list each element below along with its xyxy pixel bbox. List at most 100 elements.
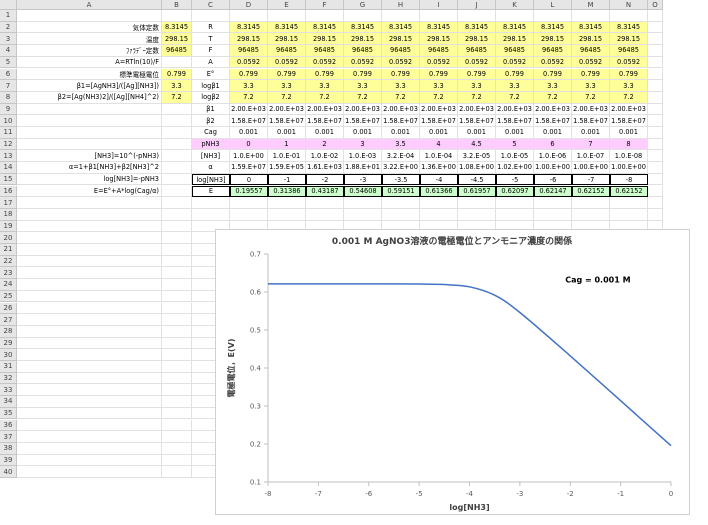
value-cell[interactable]: 7.2 [572, 91, 610, 104]
grid-cell[interactable] [162, 173, 192, 186]
grid-cell[interactable] [17, 244, 162, 256]
grid-cell[interactable] [162, 384, 192, 397]
row-header-10[interactable]: 10 [0, 115, 17, 127]
grid-cell[interactable] [17, 442, 162, 455]
value-cell[interactable]: 96485 [230, 45, 268, 57]
value-cell[interactable]: 3.2.E-05 [458, 150, 496, 163]
grid-cell[interactable] [648, 33, 663, 46]
value-cell[interactable]: 0.0592 [230, 56, 268, 69]
symbol-cell[interactable]: R [192, 21, 230, 34]
value-cell[interactable]: -8 [610, 173, 648, 186]
value-cell[interactable]: 2.00.E+03 [382, 103, 420, 116]
grid-cell[interactable] [496, 10, 534, 22]
value-cell[interactable]: 8.3145 [458, 21, 496, 34]
grid-cell[interactable] [648, 91, 663, 104]
value-cell[interactable]: 3.3 [572, 80, 610, 92]
grid-cell[interactable] [17, 290, 162, 303]
value-cell[interactable]: 3.3 [344, 80, 382, 92]
row-header-4[interactable]: 4 [0, 45, 17, 57]
value-cell[interactable]: 1.88.E+01 [344, 162, 382, 174]
column-header-a[interactable]: A [17, 0, 162, 10]
grid-cell[interactable] [458, 197, 496, 209]
value-cell[interactable]: 2.00.E+03 [344, 103, 382, 116]
grid-cell[interactable] [17, 302, 162, 315]
value-cell[interactable]: 2.00.E+03 [420, 103, 458, 116]
value-cell[interactable]: 96485 [306, 45, 344, 57]
value-cell[interactable]: 0.799 [268, 68, 306, 81]
grid-cell[interactable] [162, 244, 192, 256]
grid-cell[interactable] [420, 208, 458, 221]
value-cell[interactable]: 1.00.E+00 [610, 162, 648, 174]
grid-cell[interactable] [496, 208, 534, 221]
grid-cell[interactable] [17, 361, 162, 373]
grid-cell[interactable] [610, 10, 648, 22]
value-cell[interactable]: 3 [344, 138, 382, 151]
grid-cell[interactable] [162, 314, 192, 326]
value-cell[interactable]: 3.2.E-04 [382, 150, 420, 163]
grid-cell[interactable] [230, 197, 268, 209]
row-header-12[interactable]: 12 [0, 138, 17, 151]
grid-cell[interactable] [192, 220, 230, 233]
row-header-36[interactable]: 36 [0, 419, 17, 432]
value-cell[interactable]: 8.3145 [534, 21, 572, 34]
value-cell[interactable]: 0.799 [306, 68, 344, 81]
value-cell[interactable]: 1.0.E-05 [496, 150, 534, 163]
value-cell[interactable]: 0.0592 [572, 56, 610, 69]
value-cell[interactable]: 5 [496, 138, 534, 151]
grid-cell[interactable] [17, 232, 162, 244]
value-cell[interactable]: -4.5 [458, 173, 496, 186]
value-cell[interactable]: 0.0592 [382, 56, 420, 69]
value-cell[interactable]: 7.2 [230, 91, 268, 104]
grid-cell[interactable] [610, 197, 648, 209]
value-cell[interactable]: 0.0592 [610, 56, 648, 69]
grid-cell[interactable] [458, 208, 496, 221]
grid-cell[interactable] [17, 384, 162, 397]
value-cell[interactable]: 298.15 [344, 33, 382, 46]
value-cell[interactable]: -3 [344, 173, 382, 186]
value-cell[interactable]: 0.62097 [496, 185, 534, 198]
row-header-27[interactable]: 27 [0, 314, 17, 326]
select-all-corner[interactable] [0, 0, 17, 10]
grid-cell[interactable] [192, 197, 230, 209]
column-header-e[interactable]: E [268, 0, 306, 10]
value-cell[interactable]: -6 [534, 173, 572, 186]
value-cell[interactable]: 7.2 [382, 91, 420, 104]
grid-cell[interactable] [192, 10, 230, 22]
grid-cell[interactable] [648, 56, 663, 69]
grid-cell[interactable] [610, 208, 648, 221]
row-header-1[interactable]: 1 [0, 10, 17, 22]
grid-cell[interactable] [420, 10, 458, 22]
value-cell[interactable]: 4.5 [458, 138, 496, 151]
row-header-11[interactable]: 11 [0, 127, 17, 139]
grid-cell[interactable] [306, 197, 344, 209]
column-header-l[interactable]: L [534, 0, 572, 10]
value-cell[interactable]: 96485 [420, 45, 458, 57]
value-cell[interactable]: 298.15 [610, 33, 648, 46]
row-header-13[interactable]: 13 [0, 150, 17, 163]
grid-cell[interactable] [534, 208, 572, 221]
grid-cell[interactable] [648, 103, 663, 116]
row-label[interactable]: α=1+β1[NH3]+β2[NH3]^2 [17, 162, 162, 174]
column-header-k[interactable]: K [496, 0, 534, 10]
grid-cell[interactable] [17, 115, 162, 127]
grid-cell[interactable] [648, 185, 663, 198]
value-cell[interactable]: 298.15 [382, 33, 420, 46]
row-header-37[interactable]: 37 [0, 431, 17, 443]
value-cell[interactable]: 0.799 [344, 68, 382, 81]
value-cell[interactable]: 0.62152 [572, 185, 610, 198]
grid-cell[interactable] [306, 10, 344, 22]
value-cell[interactable]: 1.58.E+07 [306, 115, 344, 127]
symbol-cell[interactable]: E [192, 185, 230, 198]
row-label[interactable]: ﾌｧﾗﾃﾞｰ定数 [17, 45, 162, 57]
value-cell[interactable]: 0.61957 [458, 185, 496, 198]
value-cell[interactable]: 1.59.E+05 [268, 162, 306, 174]
column-header-j[interactable]: J [458, 0, 496, 10]
row-header-20[interactable]: 20 [0, 232, 17, 244]
value-cell[interactable]: 0.799 [382, 68, 420, 81]
value-cell[interactable]: 4 [420, 138, 458, 151]
value-cell[interactable]: 7.2 [344, 91, 382, 104]
value-cell[interactable]: 0.001 [572, 127, 610, 139]
value-cell[interactable]: 0.0592 [420, 56, 458, 69]
value-cell[interactable]: 1.58.E+07 [610, 115, 648, 127]
value-cell[interactable]: 1.00.E+00 [534, 162, 572, 174]
